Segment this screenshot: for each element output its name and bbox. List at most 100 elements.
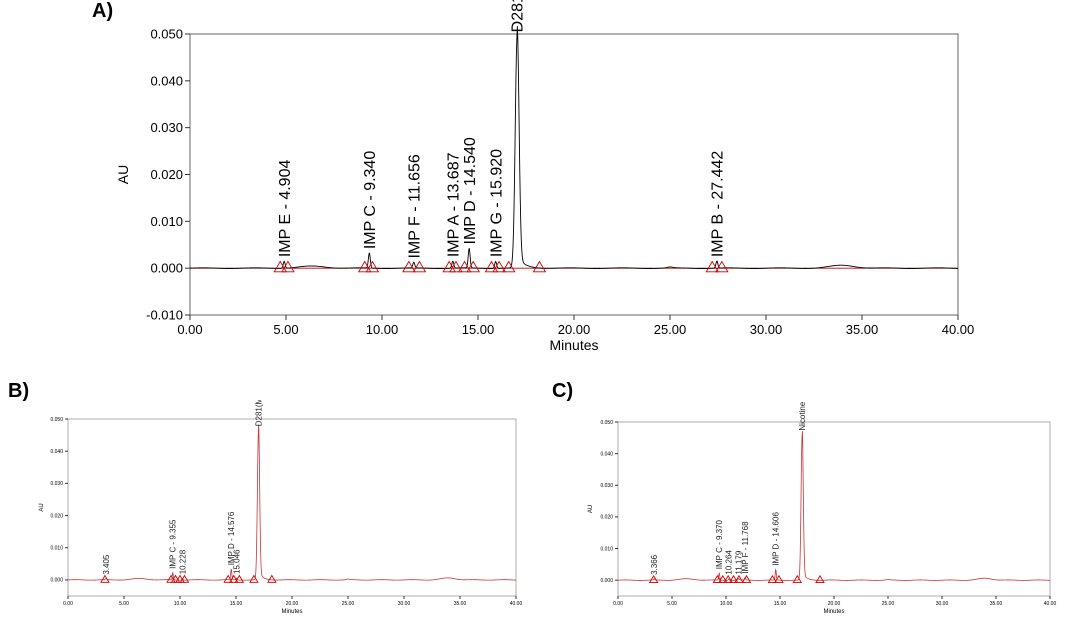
x-tick-label: 25.00 <box>342 601 355 607</box>
x-tick-label: 20.00 <box>828 601 841 607</box>
peak-label: IMP C - 9.340 <box>362 151 379 250</box>
integration-marker <box>234 574 245 583</box>
y-axis-label: AU <box>588 505 594 513</box>
integration-marker <box>402 260 416 273</box>
chromatogram-trace <box>67 424 517 581</box>
y-tick-label: 0.030 <box>50 481 63 487</box>
panel-b-label: B) <box>8 380 30 402</box>
integration-marker <box>457 260 472 273</box>
integration-marker <box>223 574 233 583</box>
peak-label: IMP F - 11.656 <box>406 154 423 258</box>
x-tick-label: 10.00 <box>720 601 733 607</box>
x-tick-label: 25.00 <box>882 601 895 607</box>
integration-marker <box>648 574 659 584</box>
peak-label: 3.405 <box>102 554 111 575</box>
chromatogram-trace <box>617 431 1051 581</box>
peak-label: 10.264 <box>725 550 734 575</box>
integration-marker <box>273 260 288 273</box>
peak-label: D281(MT117) - 17.039 <box>510 0 527 32</box>
peak-label: 15.046 <box>232 549 241 574</box>
integration-marker <box>492 260 506 273</box>
integration-marker <box>723 574 733 584</box>
y-axis-label: AU <box>39 503 45 511</box>
x-tick-label: 0.00 <box>177 322 202 337</box>
peak-label: 10.228 <box>178 549 187 574</box>
integration-marker <box>466 260 480 273</box>
integration-marker <box>734 574 744 584</box>
x-tick-label: 10.00 <box>174 601 187 607</box>
integration-marker <box>100 574 110 583</box>
integration-marker <box>792 574 803 584</box>
integration-marker <box>767 574 778 584</box>
plot-frame <box>67 418 517 597</box>
x-tick-label: 40.00 <box>510 601 523 607</box>
x-tick-label: 10.00 <box>366 322 399 337</box>
y-tick-label: 0.030 <box>150 120 183 135</box>
y-tick-label: -0.010 <box>146 308 183 323</box>
peak-label: IMP A - 13.687 <box>445 152 462 257</box>
x-tick-label: 0.00 <box>613 601 623 607</box>
y-tick-label: 0.010 <box>150 214 183 229</box>
peak-label: D281(MT117) - 17.010 <box>254 400 263 426</box>
integration-marker <box>501 260 516 273</box>
peak-label: IMP C - 9.370 <box>715 519 724 569</box>
peak-label: IMP D - 14.540 <box>462 137 479 244</box>
x-tick-label: 35.00 <box>454 601 467 607</box>
chromatogram-b: 0.00 5.00 10.00 15.00 20.00 25.00 30.00 35.00 40… <box>39 400 523 615</box>
peak-label: 3.366 <box>650 554 659 575</box>
x-axis-label: Minutes <box>281 609 302 615</box>
y-tick-label: 0.010 <box>600 546 613 552</box>
integration-marker <box>484 260 499 273</box>
x-tick-label: 5.00 <box>273 322 298 337</box>
y-tick-label: 0.020 <box>150 167 183 182</box>
x-tick-label: 15.00 <box>230 601 243 607</box>
x-tick-label: 35.00 <box>990 601 1003 607</box>
integration-marker <box>728 574 739 584</box>
y-axis-label: AU <box>115 165 131 184</box>
x-axis-label: Minutes <box>549 337 598 353</box>
y-tick-label: 0.000 <box>150 261 183 276</box>
peak-label: IMP F - 11.768 <box>741 521 750 574</box>
integration-marker <box>412 260 427 273</box>
y-tick-label: 0.040 <box>150 73 183 88</box>
integration-marker <box>705 260 720 273</box>
y-tick-label: 0.030 <box>600 483 613 489</box>
integration-marker <box>715 260 729 273</box>
y-tick-label: 0.020 <box>600 515 613 521</box>
x-tick-label: 30.00 <box>936 601 949 607</box>
y-tick-label: 0.050 <box>600 420 613 426</box>
panel-a-label: A) <box>92 0 114 22</box>
y-tick-label: 0.020 <box>50 513 63 519</box>
x-tick-label: 40.00 <box>1044 601 1057 607</box>
integration-marker <box>249 574 259 583</box>
y-tick-label: 0.000 <box>50 578 63 584</box>
y-tick-label: 0.040 <box>50 449 63 455</box>
chromatogram-trace <box>189 26 959 269</box>
x-tick-label: 0.00 <box>63 601 73 607</box>
y-tick-label: 0.000 <box>600 578 613 584</box>
x-tick-label: 40.00 <box>942 322 975 337</box>
integration-marker <box>357 260 372 273</box>
y-tick-label: 0.010 <box>50 545 63 551</box>
x-tick-label: 35.00 <box>846 322 879 337</box>
x-tick-label: 25.00 <box>654 322 687 337</box>
integration-marker <box>442 260 456 273</box>
x-tick-label: 5.00 <box>119 601 129 607</box>
plot-frame <box>617 421 1051 597</box>
x-tick-label: 20.00 <box>558 322 591 337</box>
peak-label: 11.179 <box>735 550 744 574</box>
y-tick-label: 0.050 <box>50 417 63 423</box>
peak-label: IMP C - 9.355 <box>169 519 178 569</box>
integration-marker <box>717 574 728 584</box>
y-tick-label: 0.040 <box>600 451 613 457</box>
x-tick-label: 15.00 <box>462 322 495 337</box>
chromatogram-c: 0.00 5.00 10.00 15.00 20.00 25.00 30.00 35.00 40… <box>588 400 1057 615</box>
chromatogram-a: 0.00 5.00 10.00 15.00 20.00 25.00 30.00 35.00 40… <box>115 0 975 353</box>
peak-label: IMP E - 4.904 <box>277 160 294 258</box>
integration-marker <box>449 260 463 273</box>
x-tick-label: 30.00 <box>750 322 783 337</box>
integration-marker <box>712 574 723 584</box>
panel-c-label: C) <box>552 380 574 402</box>
integration-marker <box>281 260 295 273</box>
x-axis-label: Minutes <box>823 609 844 615</box>
